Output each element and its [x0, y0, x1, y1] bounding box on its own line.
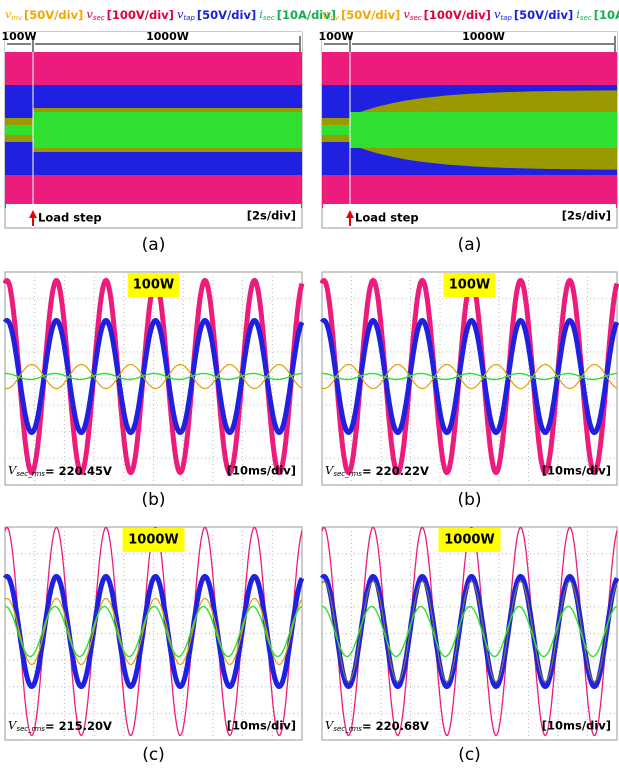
range-label: 1000W	[146, 30, 189, 43]
caption: (a)	[458, 235, 482, 255]
legend-sub: sec	[93, 14, 105, 22]
annotation: Load step	[355, 211, 419, 225]
legend: vinv[50V/div]vsec[100V/div]vtap[50V/div]…	[322, 7, 619, 22]
page: vinv[50V/div]vsec[100V/div]vtap[50V/div]…	[0, 0, 619, 769]
legend-sub: sec	[263, 14, 275, 22]
load-badge-text: 1000W	[444, 533, 495, 548]
caption: (b)	[141, 490, 165, 510]
legend-sub: sec	[410, 14, 422, 22]
legend-scale: [10A/div]	[594, 8, 619, 22]
range-label: 1000W	[462, 30, 505, 43]
load-badge-text: 100W	[449, 278, 490, 293]
caption: (b)	[457, 490, 481, 510]
legend-scale: [50V/div]	[514, 8, 573, 22]
load-badge-text: 1000W	[128, 533, 179, 548]
measure-sub: sec_rms	[333, 470, 362, 478]
timescale: [10ms/div]	[542, 719, 611, 733]
caption: (c)	[458, 745, 481, 765]
legend-scale: [50V/div]	[24, 8, 83, 22]
waveform-isec	[350, 112, 617, 148]
waveform-isec	[33, 112, 302, 148]
legend-sub: inv	[329, 14, 340, 22]
legend-sub: inv	[12, 14, 23, 22]
legend-scale: [100V/div]	[107, 8, 174, 22]
timescale: [10ms/div]	[227, 719, 296, 733]
measure-value: = 220.68V	[362, 719, 429, 733]
caption: (a)	[142, 235, 166, 255]
legend-scale: [100V/div]	[424, 8, 491, 22]
load-badge-text: 100W	[133, 278, 174, 293]
annotation: Load step	[38, 211, 102, 225]
figure: vinv[50V/div]vsec[100V/div]vtap[50V/div]…	[0, 0, 619, 769]
measure-sub: sec_rms	[16, 725, 45, 733]
legend-sub: tap	[500, 14, 512, 22]
waveform-isec	[322, 125, 350, 135]
range-label: 100W	[318, 30, 353, 43]
measure-value: = 220.45V	[45, 464, 112, 478]
timescale: [10ms/div]	[227, 464, 296, 478]
caption: (c)	[142, 745, 165, 765]
waveform-isec	[5, 125, 33, 135]
legend-sub: tap	[183, 14, 195, 22]
timescale: [2s/div]	[562, 209, 611, 223]
legend-scale: [50V/div]	[197, 8, 256, 22]
measure-value: = 215.20V	[45, 719, 112, 733]
measure-sub: sec_rms	[333, 725, 362, 733]
range-label: 100W	[1, 30, 36, 43]
legend-sub: sec	[580, 14, 592, 22]
timescale: [2s/div]	[247, 209, 296, 223]
legend-scale: [50V/div]	[341, 8, 400, 22]
legend: vinv[50V/div]vsec[100V/div]vtap[50V/div]…	[5, 7, 336, 22]
measure-sub: sec_rms	[16, 470, 45, 478]
timescale: [10ms/div]	[542, 464, 611, 478]
measure-value: = 220.22V	[362, 464, 429, 478]
